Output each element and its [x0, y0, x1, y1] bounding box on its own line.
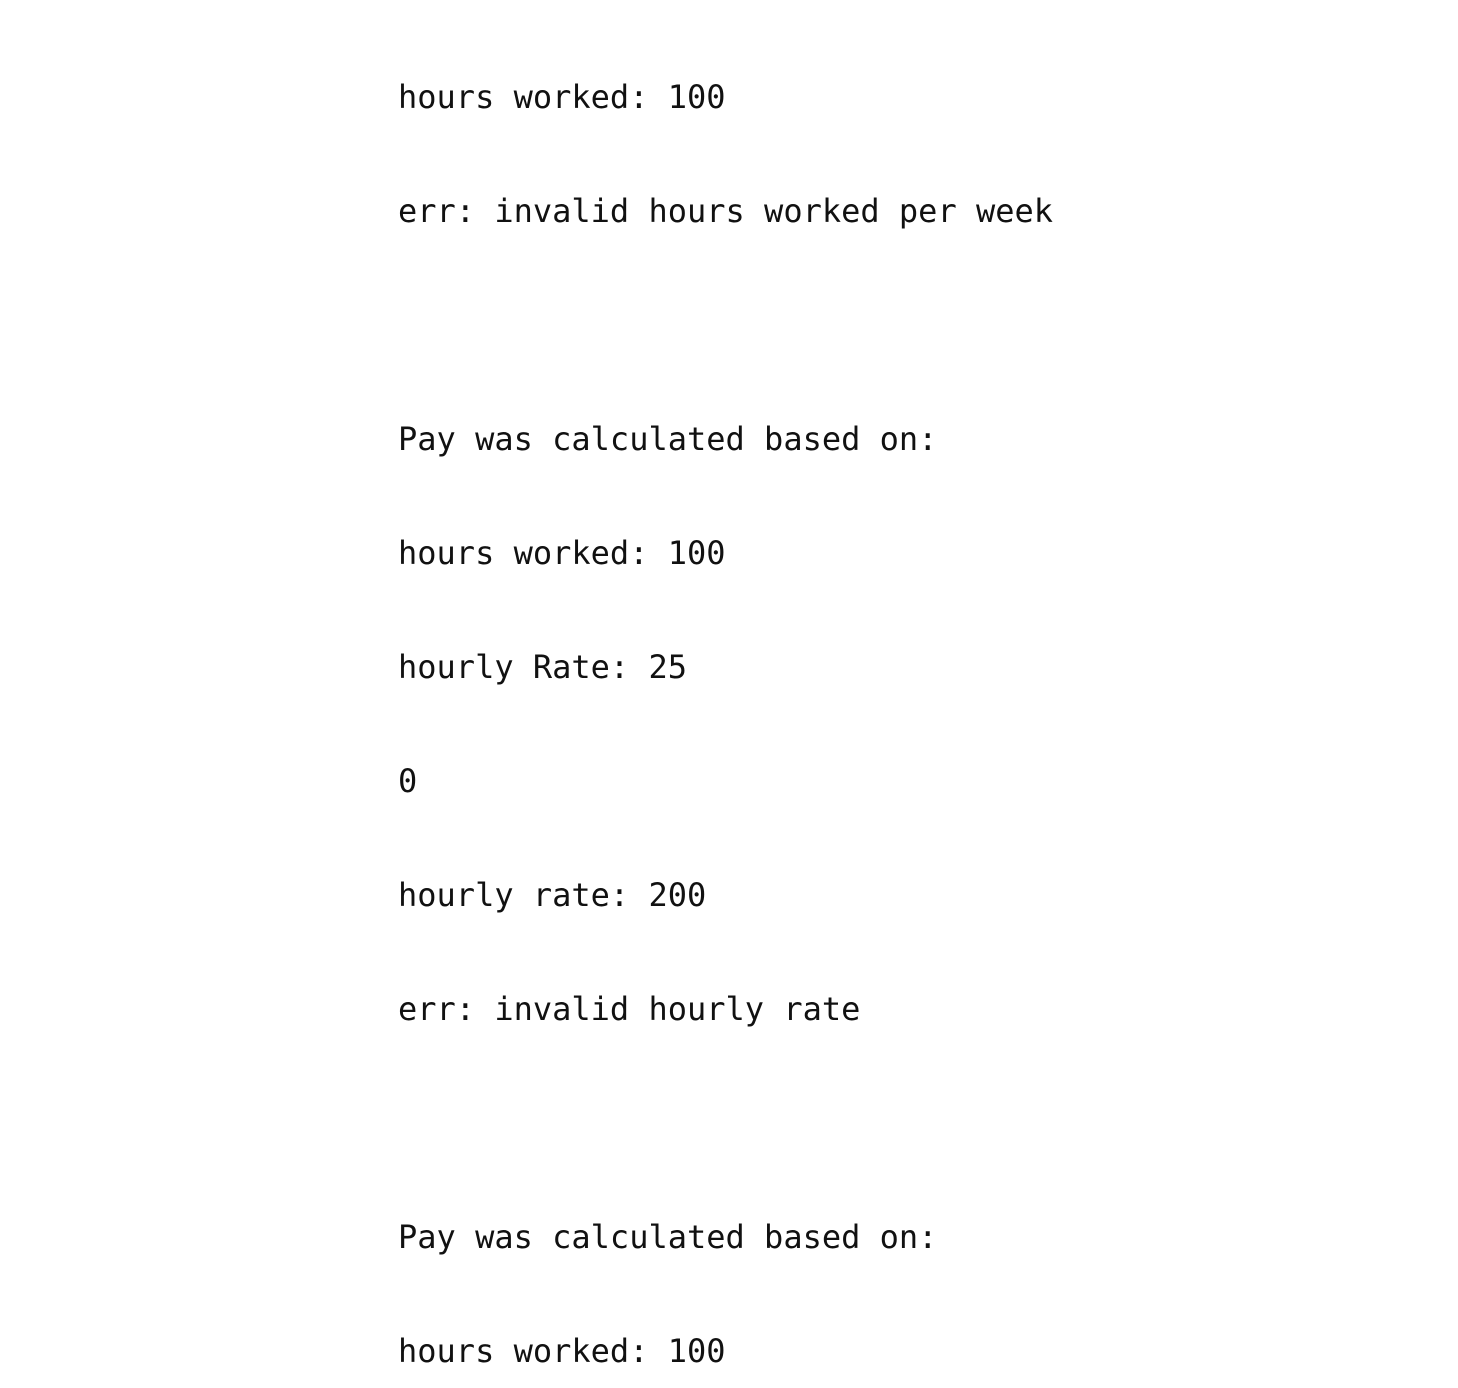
output-line [398, 1104, 1053, 1142]
output-line: Pay was calculated based on: [398, 1218, 938, 1256]
output-line: err: invalid hours worked per week [398, 192, 1054, 230]
output-line [398, 306, 1053, 344]
output-line: err: invalid hourly rate [398, 990, 861, 1028]
terminal-output: hours worked: 100 err: invalid hours wor… [398, 2, 1053, 1388]
output-line: hours worked: 100 [398, 534, 726, 572]
output-line: hourly rate: 200 [398, 876, 707, 914]
output-line: Pay was calculated based on: [398, 420, 938, 458]
output-line: hourly Rate: 25 [398, 648, 687, 686]
output-line: hours worked: 100 [398, 78, 726, 116]
output-line: 0 [398, 762, 418, 800]
output-line: hours worked: 100 [398, 1332, 726, 1370]
